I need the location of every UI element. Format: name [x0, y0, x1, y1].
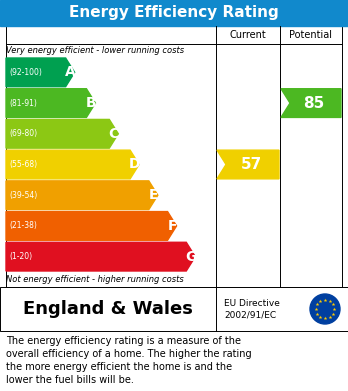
Circle shape: [310, 294, 340, 324]
Text: Not energy efficient - higher running costs: Not energy efficient - higher running co…: [6, 275, 184, 284]
Polygon shape: [6, 89, 95, 117]
Text: EU Directive: EU Directive: [224, 300, 280, 308]
Text: E: E: [149, 188, 158, 202]
Text: Potential: Potential: [290, 30, 332, 40]
Text: Very energy efficient - lower running costs: Very energy efficient - lower running co…: [6, 46, 184, 55]
Polygon shape: [217, 150, 279, 179]
Text: the more energy efficient the home is and the: the more energy efficient the home is an…: [6, 362, 232, 372]
Bar: [0, 287, 348, 331]
Polygon shape: [281, 89, 341, 117]
Text: England & Wales: England & Wales: [23, 300, 193, 318]
Text: lower the fuel bills will be.: lower the fuel bills will be.: [6, 375, 134, 385]
Text: C: C: [109, 127, 119, 141]
Text: G: G: [185, 249, 197, 264]
Text: B: B: [86, 96, 96, 110]
Text: (1-20): (1-20): [9, 252, 32, 261]
Text: 57: 57: [240, 157, 262, 172]
Text: 2002/91/EC: 2002/91/EC: [224, 310, 276, 319]
Polygon shape: [6, 119, 118, 148]
Text: The energy efficiency rating is a measure of the: The energy efficiency rating is a measur…: [6, 336, 241, 346]
Text: F: F: [167, 219, 177, 233]
Text: (55-68): (55-68): [9, 160, 37, 169]
Text: Current: Current: [230, 30, 266, 40]
Text: overall efficiency of a home. The higher the rating: overall efficiency of a home. The higher…: [6, 349, 252, 359]
Text: (69-80): (69-80): [9, 129, 37, 138]
Text: Energy Efficiency Rating: Energy Efficiency Rating: [69, 5, 279, 20]
Polygon shape: [6, 181, 158, 210]
Bar: [6, 26, 342, 287]
Text: D: D: [129, 158, 140, 172]
Bar: [0, 0, 348, 26]
Text: (92-100): (92-100): [9, 68, 42, 77]
Text: (21-38): (21-38): [9, 221, 37, 230]
Polygon shape: [6, 242, 195, 271]
Text: 85: 85: [303, 95, 325, 111]
Polygon shape: [6, 150, 139, 179]
Text: (81-91): (81-91): [9, 99, 37, 108]
Polygon shape: [6, 58, 74, 87]
Polygon shape: [6, 212, 176, 240]
Text: A: A: [65, 65, 76, 79]
Text: (39-54): (39-54): [9, 191, 37, 200]
